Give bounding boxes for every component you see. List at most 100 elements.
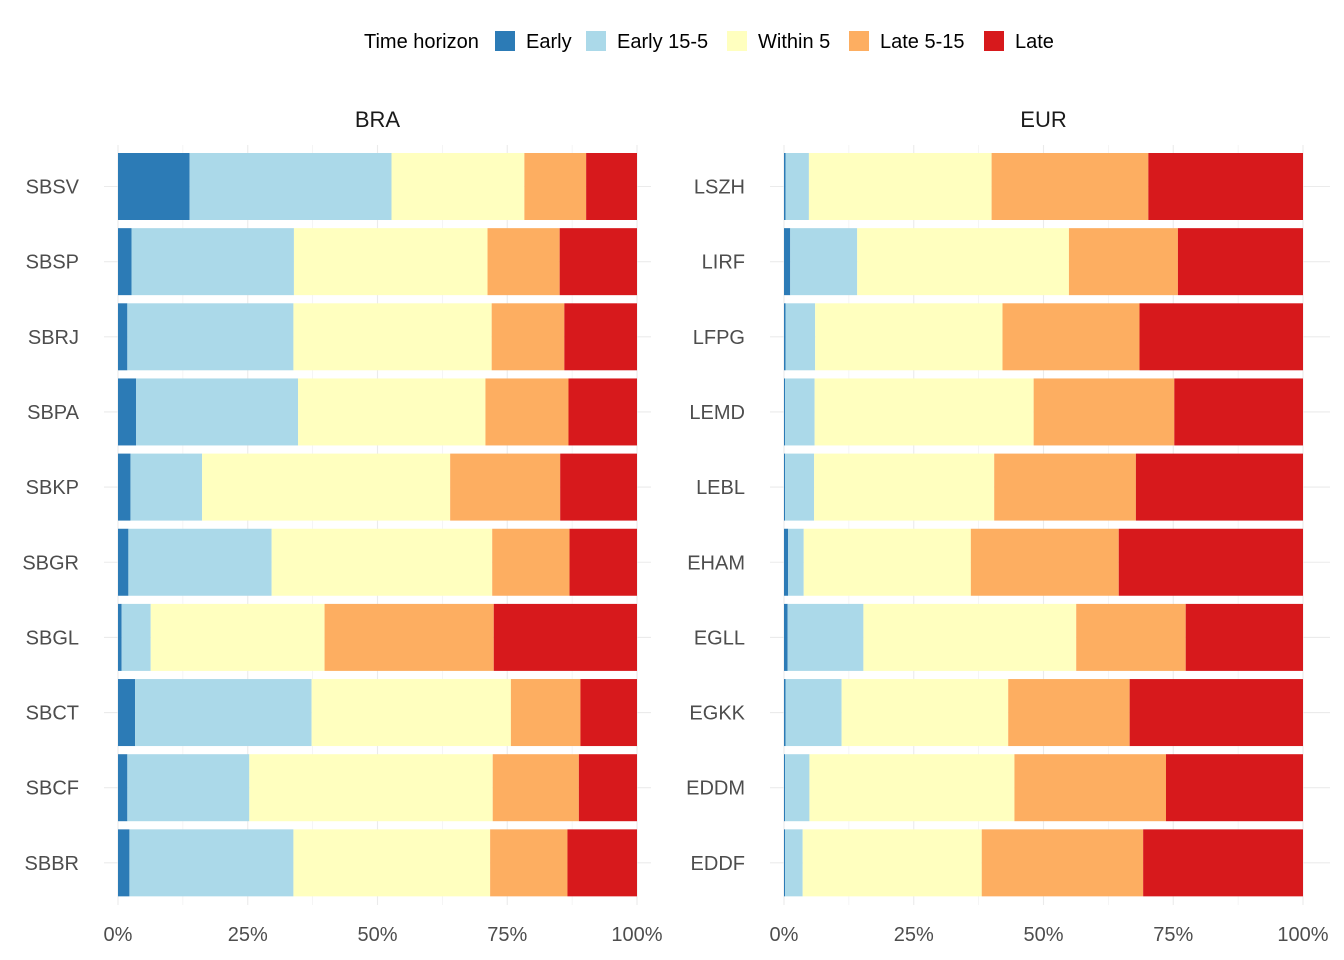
bar-segment-egkk-late-5-15 [1008, 679, 1130, 747]
bar-segment-sbrj-early-15-5 [127, 303, 294, 371]
category-label-lszh: LSZH [694, 177, 745, 199]
x-tick-label: 75% [487, 924, 527, 946]
category-label-sbct: SBCT [26, 703, 79, 725]
legend-label-late-5-15: Late 5-15 [880, 31, 965, 53]
bar-segment-egkk-early [784, 679, 786, 747]
bar-segment-sbct-within-5 [311, 679, 511, 747]
bar-segment-lemd-late [1174, 378, 1303, 446]
bar-segment-lszh-late [1148, 153, 1303, 220]
legend-label-late: Late [1015, 31, 1054, 53]
legend-key-late-5-15 [849, 31, 869, 51]
bar-segment-sbgl-late-5-15 [324, 603, 494, 671]
x-tick-label: 50% [1023, 924, 1063, 946]
bar-segment-sbsv-early [118, 153, 190, 220]
category-label-egll: EGLL [694, 627, 745, 649]
legend-item-early-15-5: Early 15-5 [586, 31, 708, 53]
bar-row-egkk [784, 679, 1303, 747]
bar-segment-sbcf-within-5 [249, 754, 493, 822]
bar-segment-sbct-late-5-15 [510, 679, 581, 747]
bar-row-eham [784, 528, 1303, 596]
category-label-sbkp: SBKP [26, 477, 79, 499]
bar-segment-eham-late-5-15 [970, 528, 1119, 596]
bar-segment-sbgl-early [118, 603, 122, 671]
bar-segment-sbsp-within-5 [293, 228, 488, 296]
bar-segment-sbct-late [580, 679, 637, 747]
legend: Time horizon Early Early 15-5 Within 5 Late … [364, 31, 1054, 53]
bar-segment-sbrj-late [564, 303, 637, 371]
category-label-lirf: LIRF [702, 252, 745, 274]
bar-segment-eddm-late-5-15 [1014, 754, 1166, 822]
bar-segment-lebl-early-15-5 [785, 453, 815, 521]
bar-row-sbgl [118, 603, 637, 671]
x-tick-label: 25% [894, 924, 934, 946]
bar-segment-sbpa-within-5 [298, 378, 486, 446]
bar-segment-sbkp-early [118, 453, 131, 521]
bar-segment-lfpg-late [1139, 303, 1303, 371]
bar-segment-egll-early [784, 603, 788, 671]
bar-segment-lebl-late-5-15 [994, 453, 1136, 521]
legend-label-within-5: Within 5 [758, 31, 830, 53]
bar-row-sbbr [118, 829, 637, 897]
bar-segment-eddm-late [1165, 754, 1303, 822]
bar-segment-sbkp-late-5-15 [450, 453, 561, 521]
bar-segment-egll-late-5-15 [1076, 603, 1186, 671]
legend-key-early [495, 31, 515, 51]
bar-row-lirf [784, 228, 1303, 296]
bar-segment-egkk-late [1129, 679, 1303, 747]
bar-row-sbkp [118, 453, 637, 521]
bar-segment-sbbr-within-5 [293, 829, 491, 897]
bar-segment-sbsv-early-15-5 [189, 153, 392, 220]
x-tick-label: 100% [611, 924, 662, 946]
panel-title-bra: BRA [355, 107, 401, 132]
bar-segment-eddf-late [1143, 829, 1303, 897]
bar-row-lebl [784, 453, 1303, 521]
bar-segment-lebl-early [784, 453, 786, 521]
bar-segment-eddm-early-15-5 [785, 754, 810, 822]
bar-segment-sbgl-late [493, 603, 637, 671]
bar-segment-sbgr-within-5 [271, 528, 493, 596]
bar-segment-lszh-within-5 [808, 153, 992, 220]
bar-segment-sbpa-late [568, 378, 637, 446]
category-label-lfpg: LFPG [693, 327, 745, 349]
chart-panels: BRA SBSV SBSP SBRJ SBPA SBKP SBGR SBGL SBCT SBCF S… [22, 107, 1330, 946]
category-label-sbcf: SBCF [26, 778, 79, 800]
bar-segment-lemd-early-15-5 [785, 378, 815, 446]
bar-segment-eddm-early [784, 754, 786, 822]
bar-segment-sbbr-late-5-15 [490, 829, 568, 897]
bar-row-sbsv [118, 153, 637, 220]
bar-segment-sbcf-late [578, 754, 637, 822]
category-label-sbsp: SBSP [26, 252, 79, 274]
bar-row-eddm [784, 754, 1303, 822]
bar-row-sbct [118, 679, 637, 747]
bar-segment-egll-late [1185, 603, 1303, 671]
panel-eur: EUR LSZH LIRF LFPG LEMD LEBL EHAM EGLL EGKK EDDM E… [686, 107, 1330, 946]
bar-segment-sbbr-late [567, 829, 637, 897]
category-label-egkk: EGKK [689, 703, 745, 725]
bar-segment-eham-late [1118, 528, 1303, 596]
legend-item-late-5-15: Late 5-15 [849, 31, 965, 53]
bar-segment-sbbr-early-15-5 [129, 829, 294, 897]
bar-row-sbcf [118, 754, 637, 822]
bar-segment-lirf-early-15-5 [790, 228, 858, 296]
bar-segment-sbkp-within-5 [202, 453, 451, 521]
bar-segment-sbkp-early-15-5 [130, 453, 203, 521]
x-tick-label: 50% [357, 924, 397, 946]
legend-key-within-5 [727, 31, 747, 51]
bar-segment-sbgr-late [569, 528, 637, 596]
bar-segment-lebl-late [1135, 453, 1303, 521]
x-tick-label: 75% [1153, 924, 1193, 946]
bar-segment-lfpg-late-5-15 [1002, 303, 1140, 371]
category-label-sbgr: SBGR [22, 552, 79, 574]
bar-segment-sbpa-late-5-15 [485, 378, 569, 446]
bar-segment-sbsv-late-5-15 [524, 153, 587, 220]
bar-row-lfpg [784, 303, 1303, 371]
bar-segment-eham-early-15-5 [788, 528, 804, 596]
category-label-eham: EHAM [687, 552, 745, 574]
bar-segment-sbsp-late [559, 228, 637, 296]
bar-segment-sbbr-early [118, 829, 130, 897]
bar-segment-egkk-within-5 [841, 679, 1009, 747]
bar-segment-sbrj-within-5 [293, 303, 492, 371]
bar-segment-sbsp-late-5-15 [487, 228, 560, 296]
bar-row-lemd [784, 378, 1303, 446]
